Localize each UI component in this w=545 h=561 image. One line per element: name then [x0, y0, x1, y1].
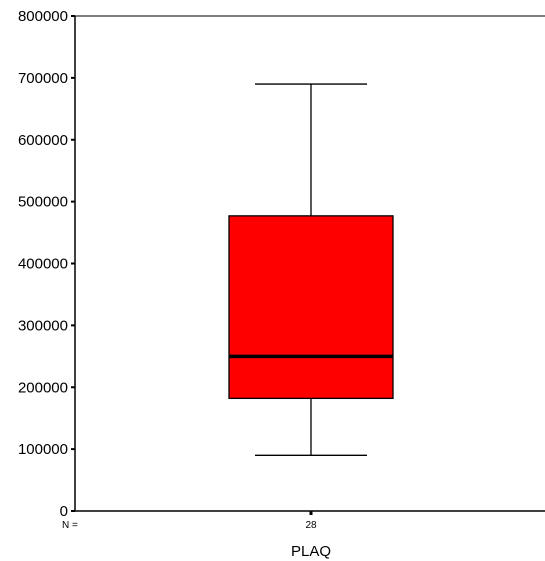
y-tick-label: 700000	[18, 70, 68, 87]
y-tick-label: 0	[60, 503, 68, 520]
iqr-box	[228, 215, 394, 400]
boxes: 28	[228, 83, 394, 531]
y-tick-label: 100000	[18, 441, 68, 458]
n-count-label: 28	[305, 520, 317, 531]
y-tick-label: 200000	[18, 379, 68, 396]
y-tick-label: 600000	[18, 132, 68, 149]
y-tick-label: 300000	[18, 317, 68, 334]
y-tick-label: 800000	[18, 8, 68, 25]
y-tick-label: 500000	[18, 194, 68, 211]
n-prefix-label: N =	[62, 520, 78, 531]
y-axis: 0 100000 200000 300000 400000 500000 600000 700…	[18, 8, 76, 520]
y-tick-label: 400000	[18, 256, 68, 273]
x-axis-title: PLAQ	[291, 543, 331, 560]
